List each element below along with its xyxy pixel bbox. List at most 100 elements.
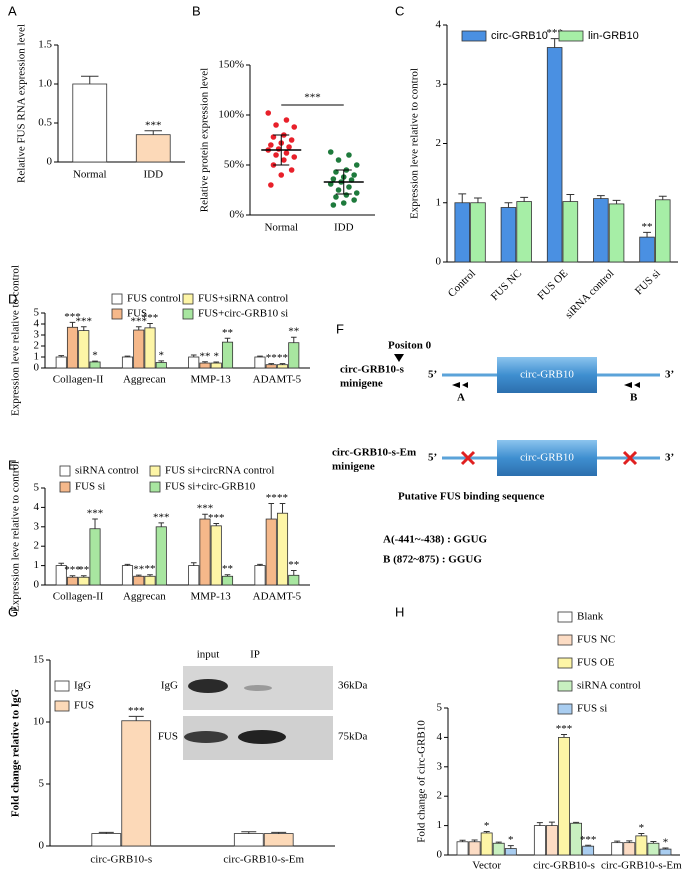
dot bbox=[275, 146, 282, 152]
error-bar bbox=[459, 839, 466, 842]
legend-label: FUS si bbox=[577, 703, 607, 715]
error-bar bbox=[650, 840, 657, 844]
y-tick-label: 5 bbox=[39, 778, 45, 790]
dot bbox=[333, 169, 339, 175]
dot bbox=[291, 124, 298, 130]
error-bar bbox=[158, 522, 165, 527]
significance: ** bbox=[277, 492, 288, 504]
y-tick-label: 0 bbox=[437, 849, 443, 861]
dot bbox=[278, 172, 285, 178]
y-tick-label: 1 bbox=[436, 196, 442, 208]
mutation-mark bbox=[460, 450, 638, 466]
error-bar bbox=[241, 831, 257, 834]
blot: input IP IgG FUS 36kDa 75kDa bbox=[158, 649, 367, 760]
y-tick-label: 1 bbox=[437, 819, 443, 831]
error-bar bbox=[80, 575, 87, 578]
bar bbox=[611, 842, 624, 856]
error-bar bbox=[135, 326, 142, 331]
site-a: A bbox=[457, 392, 465, 404]
dot bbox=[333, 194, 339, 200]
error-bar bbox=[202, 361, 208, 364]
dot bbox=[268, 182, 274, 188]
bar bbox=[155, 362, 167, 369]
error-bar bbox=[81, 75, 99, 84]
bar bbox=[155, 526, 167, 586]
legend-swatch bbox=[558, 30, 584, 42]
sd-bar bbox=[335, 169, 352, 195]
bar bbox=[66, 326, 79, 369]
error-bar bbox=[536, 822, 543, 826]
y-tick-label: 1 bbox=[34, 351, 40, 363]
y-tick-label: 2 bbox=[436, 137, 442, 149]
panel-letter: F bbox=[336, 321, 344, 336]
significance: ** bbox=[266, 352, 277, 364]
error-bar bbox=[290, 336, 297, 343]
significance: *** bbox=[580, 834, 597, 846]
dot bbox=[330, 202, 337, 208]
bar bbox=[593, 198, 609, 263]
x-tick-label: FUS si bbox=[633, 267, 663, 297]
legend-swatch bbox=[59, 465, 71, 477]
legend-label: siRNA control bbox=[75, 465, 139, 477]
significance: *** bbox=[130, 315, 147, 327]
significance: ** bbox=[199, 350, 210, 362]
significance: ** bbox=[133, 564, 144, 576]
blot-column: input bbox=[197, 649, 220, 661]
bar bbox=[66, 576, 79, 586]
x-tick-label: IDD bbox=[143, 169, 163, 181]
blot-band bbox=[184, 731, 228, 743]
panel-letter: H bbox=[395, 604, 404, 619]
bar bbox=[454, 202, 470, 263]
bar bbox=[188, 356, 200, 369]
exon-label: circ-GRB10 bbox=[520, 452, 574, 464]
y-tick-label: 1 bbox=[34, 559, 40, 571]
bar bbox=[72, 83, 108, 163]
y-axis-label: Fold change of circ-GRB10 bbox=[416, 720, 428, 843]
exon-box bbox=[497, 440, 597, 476]
error-bar bbox=[612, 199, 621, 204]
dot bbox=[346, 184, 352, 190]
legend-label: FUS control bbox=[127, 293, 181, 305]
legend-swatch bbox=[111, 308, 123, 320]
legend-label: circ-GRB10 bbox=[491, 30, 548, 42]
y-axis-label: Fold change relative to IgG bbox=[10, 689, 22, 818]
bar bbox=[133, 329, 145, 369]
bar bbox=[133, 575, 145, 586]
y-tick-label: 3 bbox=[34, 520, 40, 532]
error-bar bbox=[257, 563, 263, 566]
error-bar bbox=[658, 195, 667, 200]
significance: * bbox=[639, 822, 645, 834]
x-tick-label: MMP-13 bbox=[190, 591, 231, 603]
significance: ** bbox=[145, 563, 156, 575]
y-tick-label: 150% bbox=[218, 59, 244, 71]
y-tick-label: 10 bbox=[33, 716, 45, 728]
binding-site: A(-441~-438) : GGUG bbox=[383, 534, 488, 546]
blot-size: 75kDa bbox=[338, 731, 367, 743]
error-bar bbox=[596, 195, 605, 199]
error-bar bbox=[573, 821, 580, 824]
y-tick-label: 4 bbox=[437, 731, 443, 743]
significance: * bbox=[92, 350, 98, 362]
legend-label: FUS+circ-GRB10 si bbox=[198, 308, 288, 320]
bar bbox=[144, 327, 156, 369]
error-bar bbox=[279, 503, 286, 514]
dot bbox=[283, 150, 290, 156]
legend-swatch bbox=[557, 611, 573, 623]
error-bar bbox=[268, 363, 275, 365]
bar bbox=[78, 330, 90, 369]
x-tick-label: Collagen-II bbox=[53, 591, 104, 603]
x-tick-label: FUS NC bbox=[489, 267, 525, 303]
significance: * bbox=[214, 350, 220, 362]
error-bar bbox=[504, 202, 513, 208]
bar bbox=[533, 825, 546, 856]
three-prime: 3’ bbox=[665, 452, 674, 464]
dot bbox=[273, 122, 279, 128]
error-bar bbox=[614, 840, 621, 843]
bar bbox=[623, 842, 636, 856]
panel-letter: A bbox=[8, 3, 17, 18]
exon-box bbox=[497, 357, 597, 393]
x-tick-label: ADAMT-5 bbox=[253, 591, 302, 603]
y-tick-label: 1.5 bbox=[38, 39, 52, 51]
x-tick-label: ADAMT-5 bbox=[253, 374, 302, 386]
significance: *** bbox=[304, 92, 321, 104]
